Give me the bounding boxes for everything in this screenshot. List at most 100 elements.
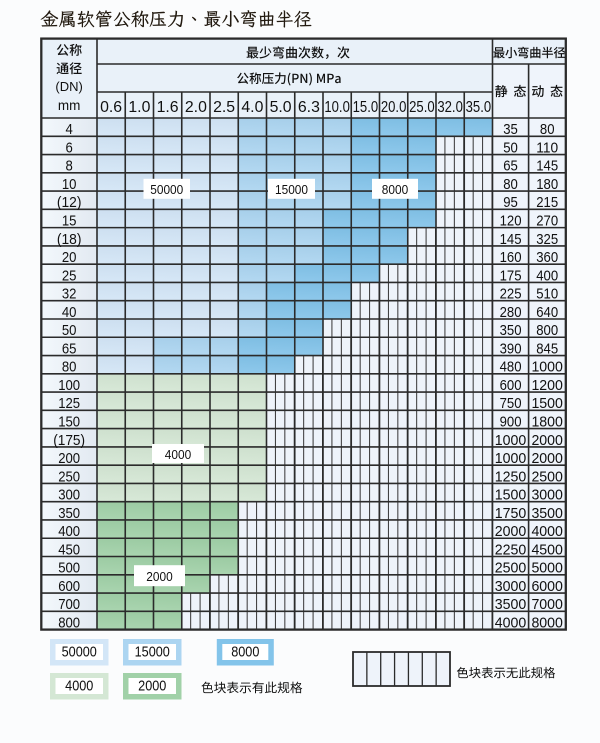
svg-text:80: 80 (503, 176, 518, 193)
svg-text:15000: 15000 (275, 182, 308, 197)
svg-text:6000: 6000 (531, 578, 563, 595)
svg-text:32.0: 32.0 (437, 99, 463, 116)
svg-text:10: 10 (62, 176, 77, 193)
svg-text:(DN): (DN) (55, 79, 82, 94)
svg-text:2000: 2000 (146, 569, 172, 584)
svg-text:4000: 4000 (495, 614, 527, 631)
svg-text:845: 845 (536, 340, 558, 357)
svg-text:400: 400 (536, 267, 558, 284)
svg-text:40: 40 (62, 304, 77, 321)
svg-text:900: 900 (500, 413, 522, 430)
svg-text:15.0: 15.0 (353, 99, 379, 116)
svg-text:8000: 8000 (382, 182, 408, 197)
svg-text:35: 35 (503, 121, 518, 138)
svg-text:100: 100 (58, 377, 80, 394)
svg-text:2250: 2250 (495, 541, 527, 558)
svg-text:1500: 1500 (495, 487, 527, 504)
svg-text:5000: 5000 (531, 560, 563, 577)
svg-text:95: 95 (503, 194, 518, 211)
svg-text:325: 325 (536, 231, 558, 248)
svg-text:3000: 3000 (495, 578, 527, 595)
svg-text:(175): (175) (53, 432, 85, 449)
svg-text:600: 600 (500, 377, 522, 394)
svg-text:2500: 2500 (495, 560, 527, 577)
svg-text:2000: 2000 (531, 432, 563, 449)
svg-text:50000: 50000 (150, 182, 183, 197)
svg-text:4.0: 4.0 (241, 99, 263, 116)
svg-text:360: 360 (536, 249, 558, 266)
svg-text:2500: 2500 (531, 468, 563, 485)
svg-text:150: 150 (58, 413, 80, 430)
svg-text:1200: 1200 (531, 377, 563, 394)
svg-text:110: 110 (536, 139, 558, 156)
svg-text:120: 120 (500, 212, 522, 229)
svg-text:2000: 2000 (495, 523, 527, 540)
svg-text:50000: 50000 (62, 644, 97, 661)
svg-text:7000: 7000 (531, 596, 563, 613)
svg-text:640: 640 (536, 304, 558, 321)
svg-text:1800: 1800 (531, 413, 563, 430)
svg-text:50: 50 (62, 322, 77, 339)
svg-text:25.0: 25.0 (409, 99, 435, 116)
svg-text:6: 6 (66, 139, 73, 156)
svg-text:8000: 8000 (231, 644, 259, 661)
svg-text:4500: 4500 (531, 541, 563, 558)
svg-text:1.0: 1.0 (128, 99, 150, 116)
svg-text:450: 450 (58, 541, 80, 558)
svg-text:1000: 1000 (531, 359, 563, 376)
svg-text:2.0: 2.0 (185, 99, 207, 116)
svg-text:175: 175 (500, 267, 522, 284)
svg-text:32: 32 (62, 286, 77, 303)
svg-text:2000: 2000 (531, 450, 563, 467)
svg-text:180: 180 (536, 176, 558, 193)
svg-text:15: 15 (62, 212, 77, 229)
svg-text:500: 500 (58, 560, 80, 577)
svg-text:750: 750 (500, 395, 522, 412)
svg-text:600: 600 (58, 578, 80, 595)
svg-text:10.0: 10.0 (324, 99, 350, 116)
svg-text:20.0: 20.0 (381, 99, 407, 116)
svg-text:125: 125 (58, 395, 80, 412)
svg-text:(12): (12) (57, 194, 82, 211)
svg-text:300: 300 (58, 487, 80, 504)
svg-text:4000: 4000 (531, 523, 563, 540)
svg-text:2000: 2000 (138, 678, 166, 695)
svg-text:350: 350 (58, 505, 80, 522)
svg-text:3500: 3500 (495, 596, 527, 613)
svg-text:800: 800 (58, 614, 80, 631)
svg-text:400: 400 (58, 523, 80, 540)
svg-text:4: 4 (66, 121, 73, 138)
svg-text:1.6: 1.6 (157, 99, 179, 116)
svg-text:(18): (18) (57, 231, 82, 248)
svg-text:225: 225 (500, 286, 522, 303)
svg-text:4000: 4000 (165, 447, 191, 462)
svg-text:250: 250 (58, 468, 80, 485)
svg-text:3000: 3000 (531, 487, 563, 504)
svg-text:350: 350 (500, 322, 522, 339)
svg-text:15000: 15000 (135, 644, 170, 661)
svg-text:5.0: 5.0 (270, 99, 292, 116)
svg-text:270: 270 (536, 212, 558, 229)
svg-text:480: 480 (500, 359, 522, 376)
svg-text:25: 25 (62, 267, 77, 284)
svg-text:1000: 1000 (495, 450, 527, 467)
svg-text:1750: 1750 (495, 505, 527, 522)
svg-text:145: 145 (536, 158, 558, 175)
svg-text:6.3: 6.3 (298, 99, 320, 116)
svg-text:200: 200 (58, 450, 80, 467)
svg-text:0.6: 0.6 (100, 99, 122, 116)
svg-text:215: 215 (536, 194, 558, 211)
svg-text:3500: 3500 (531, 505, 563, 522)
svg-text:700: 700 (58, 596, 80, 613)
svg-text:8000: 8000 (531, 614, 563, 631)
svg-text:65: 65 (62, 340, 77, 357)
svg-text:280: 280 (500, 304, 522, 321)
svg-text:80: 80 (62, 359, 77, 376)
svg-text:1250: 1250 (495, 468, 527, 485)
svg-text:35.0: 35.0 (466, 99, 492, 116)
svg-text:80: 80 (540, 121, 555, 138)
svg-text:390: 390 (500, 340, 522, 357)
svg-text:8: 8 (66, 158, 73, 175)
svg-text:2.5: 2.5 (213, 99, 235, 116)
svg-text:65: 65 (503, 158, 518, 175)
